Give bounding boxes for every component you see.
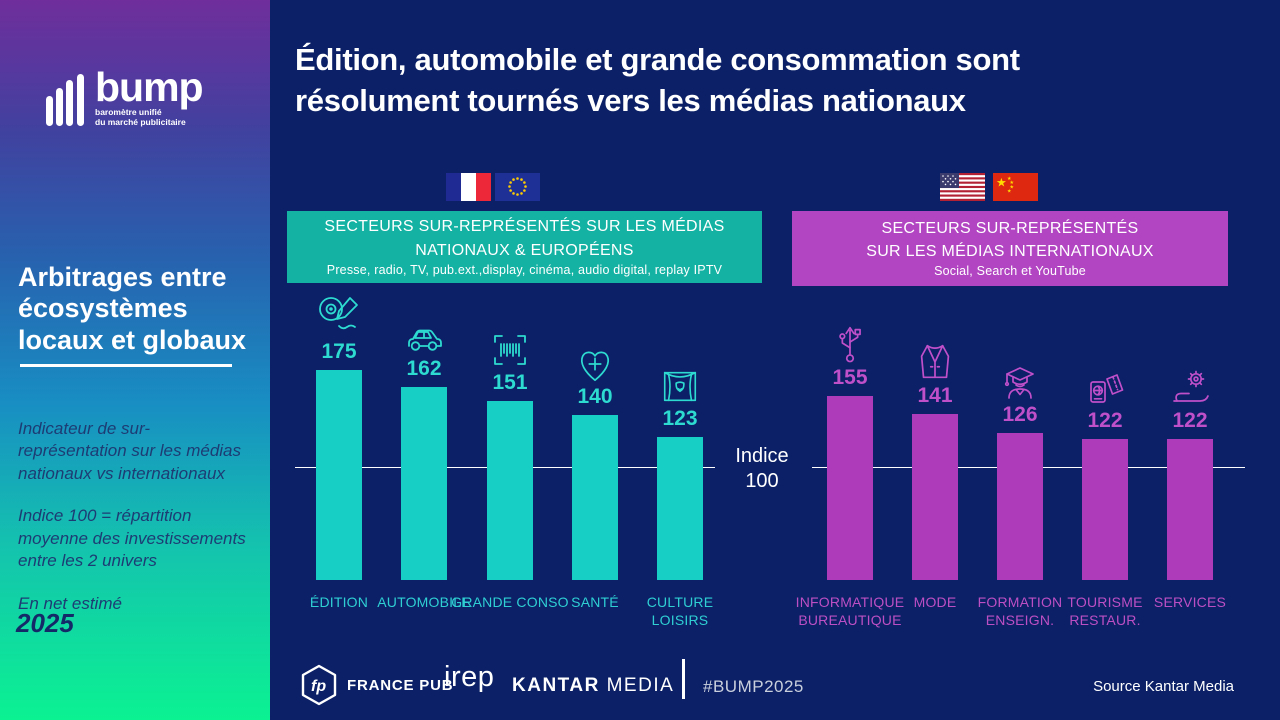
bar-value: 155: [832, 366, 868, 390]
kantar-bold: KANTAR: [512, 675, 600, 696]
bar: [572, 415, 618, 580]
graduation-icon: [960, 355, 1080, 403]
bar-value: 122: [1087, 408, 1123, 432]
svg-text:★: ★: [1010, 180, 1015, 186]
bar: [997, 433, 1043, 580]
services-icon: [1130, 361, 1250, 409]
eu-flag: [495, 173, 540, 201]
france-flag: [446, 173, 491, 201]
bar: [1167, 438, 1213, 580]
france-pub-label: FRANCE PUB: [347, 677, 454, 694]
bump-tagline: baromètre unifié du marché publicitaire: [95, 106, 186, 128]
banner-international-line1: SECTEURS SUR-REPRÉSENTÉS: [881, 219, 1139, 237]
bar-group-formation: 126 FORMATION ENSEIGN.: [960, 0, 1080, 720]
theater-icon: [620, 359, 740, 407]
page-title-line1: Édition, automobile et grande consommati…: [295, 42, 1020, 77]
barcode-icon: [450, 323, 570, 371]
note-indice: Indice 100 = répartition moyenne des inv…: [18, 506, 246, 571]
china-flag: ★ ★ ★ ★ ★: [993, 173, 1038, 201]
bar-group-tourisme: 122 TOURISME RESTAUR.: [1045, 0, 1165, 720]
banner-national-line1: SECTEURS SUR-REPRÉSENTÉS SUR LES MÉDIAS: [324, 218, 725, 236]
banner-national: SECTEURS SUR-REPRÉSENTÉS SUR LES MÉDIAS …: [287, 211, 762, 283]
bar-category-label: CULTURE LOISIRS: [646, 594, 714, 629]
banner-national-subtitle: Presse, radio, TV, pub.ext.,display, cin…: [326, 262, 723, 277]
svg-text:★: ★: [1007, 176, 1012, 182]
page-title-line2: résolument tournés vers les médias natio…: [295, 82, 966, 118]
note-indicator: Indicateur de sur-représentation sur les…: [18, 419, 242, 483]
bar-category-label: MODE: [913, 594, 957, 610]
svg-text:★: ★: [1010, 185, 1015, 191]
bar-group-culture-loisirs: 123 CULTURE LOISIRS: [620, 0, 740, 720]
banner-national-line2: NATIONAUX & EUROPÉENS: [415, 241, 634, 259]
bar-group-mode: 141 MODE: [875, 0, 995, 720]
bar: [1082, 438, 1128, 580]
bar-category-label: FORMATION ENSEIGN.: [977, 594, 1063, 629]
sidebar: bump baromètre unifié du marché publicit…: [0, 0, 270, 720]
sidebar-divider: [20, 364, 232, 367]
bar: [487, 401, 533, 580]
bar-value: 175: [321, 340, 357, 364]
bar: [401, 387, 447, 580]
health-icon: [535, 337, 655, 385]
bar-value: 141: [917, 384, 953, 408]
footer-divider: [682, 659, 685, 699]
sidebar-notes: Indicateur de sur-représentation sur les…: [18, 418, 256, 635]
bar-category-label: AUTOMOBILE: [377, 594, 471, 610]
bar-group-sante: 140 SANTÉ: [535, 0, 655, 720]
edition-icon: [279, 292, 399, 340]
irep-logo: irep: [444, 661, 495, 693]
bar-group-informatique: 155 INFORMATIQUE BUREAUTIQUE: [790, 0, 910, 720]
banner-international-line2: SUR LES MÉDIAS INTERNATIONAUX: [866, 243, 1154, 261]
bar-category-label: SANTÉ: [571, 594, 619, 610]
usa-flag: [940, 173, 985, 201]
svg-text:★: ★: [1007, 189, 1012, 195]
bump-bars-icon: [46, 74, 84, 126]
note-net: En net estimé: [18, 593, 122, 613]
banner-international: SECTEURS SUR-REPRÉSENTÉS SUR LES MÉDIAS …: [792, 211, 1228, 286]
bump-wordmark: bump baromètre unifié du marché publicit…: [95, 63, 204, 128]
bar-category-label: ÉDITION: [309, 594, 369, 610]
indice-100-label: Indice 100: [735, 445, 789, 492]
source-label: Source Kantar Media: [1093, 678, 1234, 695]
suit-icon: [875, 336, 995, 384]
bar-group-edition: 175 ÉDITION: [279, 0, 399, 720]
kantar-media-logo: KANTAR MEDIA: [512, 675, 674, 697]
bump-logo-text: bump: [95, 63, 204, 110]
bar-value: 140: [577, 385, 613, 409]
bump-logo: bump baromètre unifié du marché publicit…: [46, 58, 236, 128]
banner-international-subtitle: Social, Search et YouTube: [934, 264, 1086, 279]
bar-group-automobile: 162 AUTOMOBILE: [364, 0, 484, 720]
bar: [316, 370, 362, 580]
bar-value: 123: [662, 407, 698, 431]
bar-value: 162: [406, 357, 442, 381]
bar-group-services: 122 SERVICES: [1130, 0, 1250, 720]
year-label: 2025: [16, 608, 74, 638]
bar-value: 126: [1002, 403, 1038, 427]
bar-group-grande-conso: 151 GRANDE CONSO: [450, 0, 570, 720]
travel-icon: [1045, 361, 1165, 409]
hashtag-label: #BUMP2025: [703, 677, 804, 696]
svg-text:★: ★: [996, 176, 1007, 190]
sidebar-title: Arbitrages entre écosystèmes locaux et g…: [18, 262, 247, 355]
page-title: Édition, automobile et grande consommati…: [295, 40, 1155, 122]
bar-category-label: SERVICES: [1153, 594, 1227, 610]
kantar-light: MEDIA: [606, 675, 675, 696]
bar: [827, 396, 873, 580]
bar: [657, 437, 703, 580]
car-icon: [364, 309, 484, 357]
bar: [912, 414, 958, 580]
france-pub-logo-icon: fp: [301, 664, 337, 706]
bar-value: 122: [1172, 408, 1208, 432]
bar-category-label: TOURISME RESTAUR.: [1067, 594, 1143, 629]
usb-icon: [790, 318, 910, 366]
bar-category-label: GRANDE CONSO: [451, 594, 569, 610]
bar-value: 151: [492, 371, 528, 395]
bar-category-label: INFORMATIQUE BUREAUTIQUE: [795, 594, 905, 629]
svg-text:fp: fp: [311, 678, 326, 695]
